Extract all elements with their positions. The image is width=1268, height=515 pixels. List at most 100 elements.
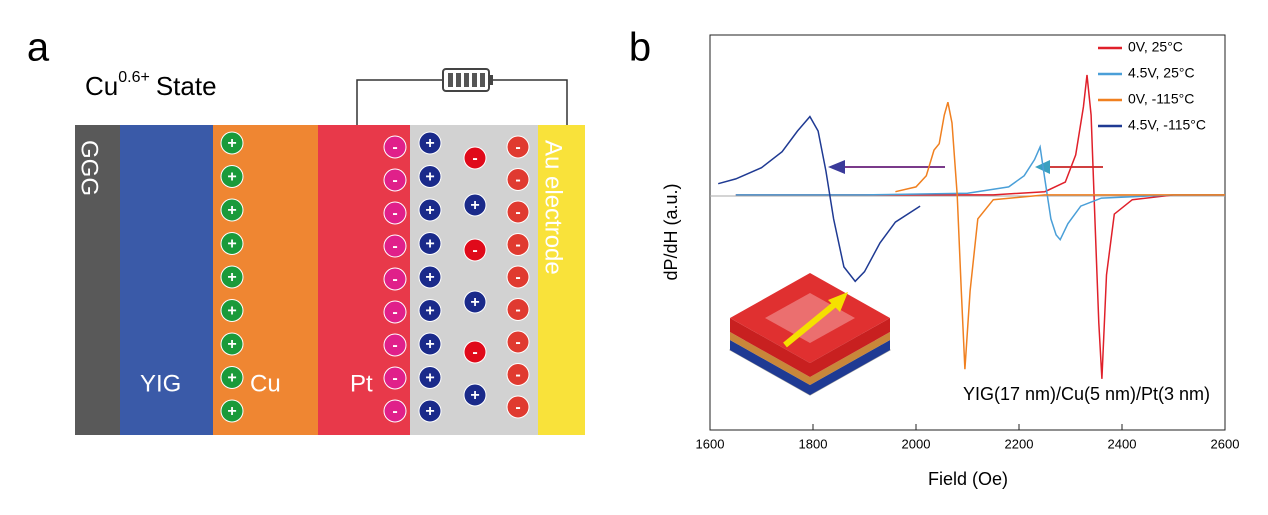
au-label: Au electrode — [540, 140, 567, 275]
ion — [383, 267, 407, 291]
y-axis-label: dP/dH (a.u.) — [661, 183, 681, 280]
ion — [463, 238, 487, 262]
ion — [383, 168, 407, 192]
ion-sign: + — [227, 336, 236, 353]
ion-sign: + — [470, 197, 479, 214]
ion — [418, 232, 442, 255]
ion-sign: + — [425, 236, 434, 253]
ion-sign: + — [425, 269, 434, 286]
ion — [220, 399, 244, 423]
ion-sign: + — [425, 169, 434, 186]
ion — [220, 198, 244, 222]
ion-sign: + — [425, 370, 434, 387]
state-rest: State — [156, 71, 217, 101]
ion-sign: - — [392, 403, 397, 420]
ions: + - + - + - + - + - + - + - + - + - + - + - + - + - + - + - + - + - + - - + - +… — [220, 131, 530, 423]
ion-sign: + — [470, 387, 479, 404]
ion — [506, 395, 530, 419]
ion-sign: - — [515, 367, 520, 384]
legend-label: 4.5V, 25°C — [1128, 65, 1195, 81]
ion — [220, 299, 244, 322]
ion-sign: - — [515, 172, 520, 189]
panel-label: a — [27, 26, 50, 70]
ion — [506, 168, 530, 191]
ion-sign: - — [392, 139, 397, 156]
ion — [463, 290, 487, 314]
series-line — [735, 144, 1225, 242]
ion — [418, 399, 442, 423]
ion-sign: - — [392, 304, 397, 321]
ion-sign: - — [392, 205, 397, 222]
ion-sign: - — [515, 237, 520, 254]
ion-sign: + — [227, 135, 236, 152]
ion-sign: + — [227, 169, 236, 186]
ion — [220, 265, 244, 289]
ion-sign: + — [227, 370, 236, 387]
ion-sign: + — [227, 403, 236, 420]
ion — [418, 198, 442, 222]
ion — [506, 200, 530, 224]
ion-sign: - — [472, 150, 477, 167]
ion-sign: - — [515, 302, 520, 319]
ion — [463, 146, 487, 170]
arrow-head — [828, 160, 845, 174]
ion-sign: - — [392, 271, 397, 288]
ion — [383, 366, 407, 390]
ion-sign: - — [392, 172, 397, 189]
ion-sign: + — [425, 135, 434, 152]
ion-sign: - — [515, 139, 520, 156]
ion-sign: + — [425, 403, 434, 420]
ion — [506, 135, 530, 159]
ion — [383, 234, 407, 258]
cu-label: Cu — [250, 370, 281, 397]
ion-sign: - — [515, 334, 520, 351]
yig-layer — [120, 125, 213, 435]
ion — [220, 366, 244, 389]
ion-sign: + — [227, 236, 236, 253]
x-tick-label: 2400 — [1108, 436, 1137, 451]
ion — [418, 299, 442, 322]
yig-label: YIG — [140, 370, 181, 397]
ion-sign: - — [515, 399, 520, 416]
x-tick-label: 2600 — [1211, 436, 1240, 451]
series-line — [735, 74, 1225, 379]
state-base: Cu — [85, 71, 118, 101]
x-tick-label: 1800 — [799, 436, 828, 451]
ion-sign: - — [392, 370, 397, 387]
ion-sign: + — [425, 202, 434, 219]
ion — [383, 201, 407, 225]
ion — [383, 399, 407, 423]
ion-sign: + — [227, 303, 236, 320]
ion-sign: + — [425, 336, 434, 353]
x-tick-label: 1600 — [696, 436, 725, 451]
plot-frame — [709, 34, 1226, 431]
wire — [492, 79, 568, 125]
x-axis-label: Field (Oe) — [928, 469, 1008, 489]
battery — [442, 68, 493, 92]
ion-sign: - — [392, 238, 397, 255]
annotation: YIG(17 nm)/Cu(5 nm)/Pt(3 nm) — [963, 384, 1210, 404]
au-layer — [538, 125, 585, 435]
ion — [463, 383, 487, 407]
ion-sign: + — [227, 202, 236, 219]
ion — [506, 330, 530, 354]
ion — [220, 131, 244, 155]
ion — [220, 332, 244, 356]
ion-sign: - — [515, 204, 520, 221]
ion — [418, 131, 442, 155]
series-line — [895, 101, 1225, 370]
ion-sign: + — [425, 303, 434, 320]
inset-device — [728, 273, 892, 396]
ion — [506, 265, 530, 289]
ion-sign: - — [392, 337, 397, 354]
ion — [220, 232, 244, 255]
legend-label: 0V, -115°C — [1128, 91, 1194, 107]
x-tick-label: 2200 — [1005, 436, 1034, 451]
ggg-layer — [75, 125, 120, 435]
legend-label: 0V, 25°C — [1128, 39, 1183, 55]
ion — [506, 233, 530, 256]
ion-sign: - — [472, 242, 477, 259]
ion — [418, 366, 442, 389]
state-sup: 0.6+ — [118, 69, 150, 86]
